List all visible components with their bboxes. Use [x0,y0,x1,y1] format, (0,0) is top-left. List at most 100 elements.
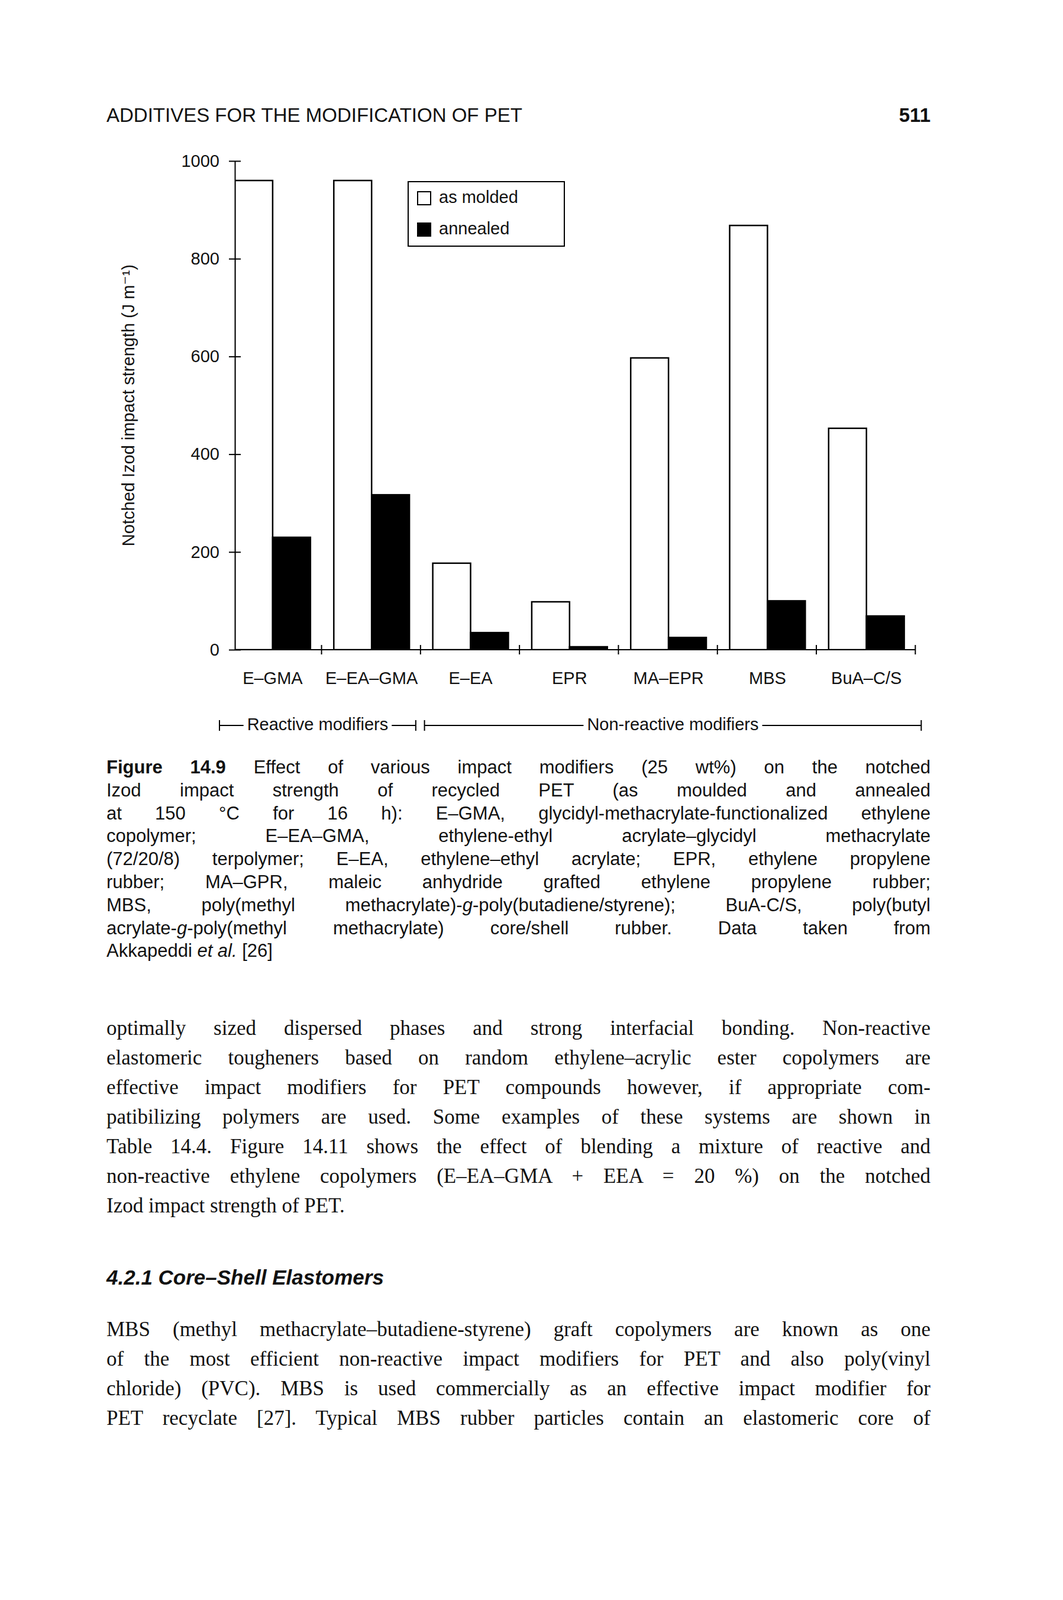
bar [630,357,669,650]
text-run: MBS, poly(methyl methacrylate)- [106,894,463,916]
text-line: Akkapeddi et al. [26] [106,939,931,963]
x-tick-label: MA–EPR [632,668,704,688]
text-line: non-reactive ethylene copolymers (E–EA–G… [106,1161,931,1191]
x-tick-label: MBS [748,668,787,688]
bracket-end [920,719,922,731]
y-tick-mark [228,453,241,455]
y-tick-mark [228,356,241,358]
text-line: Izod impact strength of PET. [106,1190,931,1221]
legend-label: as molded [438,187,519,207]
x-tick-label: E–EA [448,668,493,688]
page-number: 511 [899,104,931,127]
group-brackets: Reactive modifiers Non-reactive modifiers [219,714,922,735]
y-tick-label: 800 [191,249,220,268]
series-bars [272,494,905,650]
text-line: patibilizing polymers are used. Some exa… [106,1102,931,1132]
bar [272,537,311,650]
y-axis: 0 200 400 600 800 1000 [181,151,241,659]
y-axis-line [234,161,237,651]
text-line: chloride) (PVC). MBS is used commerciall… [106,1373,931,1404]
paragraph: MBS (methyl methacrylate–butadiene-styre… [106,1314,931,1433]
bracket-end [218,719,221,731]
x-tick-mark [518,644,520,655]
bracket-label: Non-reactive modifiers [586,714,759,734]
caption: Figure 14.9 Effect of various impact mod… [106,755,931,963]
x-tick-mark [914,644,916,655]
text-line: elastomeric tougheners based on random e… [106,1042,931,1073]
x-tick-mark [419,644,422,655]
x-tick-label: EPR [551,668,588,688]
legend-label: annealed [438,218,510,238]
paragraph: optimally sized dispersed phases and str… [106,1013,931,1221]
x-tick-label: E–EA–GMA [325,668,419,688]
y-tick-label: 0 [209,640,220,659]
text-line: effective impact modifiers for PET compo… [106,1072,931,1103]
text-run: -poly(butadiene/styrene); BuA-C/S, poly(… [472,894,931,916]
y-tick-label: 200 [191,542,220,562]
legend-box [408,181,565,247]
legend: as molded annealed [408,181,565,247]
running-header: ADDITIVES FOR THE MODIFICATION OF PET [106,104,523,127]
bars [234,180,905,650]
x-tick-mark [815,644,817,655]
y-tick-label: 1000 [181,151,220,171]
bracket: Reactive modifiers [219,714,416,735]
section-heading: 4.2.1 Core–Shell Elastomers [106,1265,384,1289]
bracket-label: Reactive modifiers [247,714,389,734]
bar [531,601,570,650]
text-line: Table 14.4. Figure 14.11 shows the effec… [106,1131,931,1162]
x-axis: E–GMA E–EA–GMA E–EA EPR MA–EPR MBS BuA–C/S [242,644,916,688]
text-run: Akkapeddi [106,939,197,961]
bar [333,180,372,650]
y-tick: 600 [191,346,241,366]
text-line: of the most efficient non-reactive impac… [106,1343,931,1374]
text-line: copolymer; E–EA–GMA, ethylene-ethyl acry… [106,824,931,848]
y-axis-title: Notched Izod impact strength (J m⁻¹) [118,264,138,546]
text-run: Figure 14.9 [106,756,226,778]
y-tick-mark [228,551,241,553]
x-tick-mark [617,644,619,655]
bar [371,494,410,650]
y-tick: 200 [191,542,241,562]
text-line: MBS, poly(methyl methacrylate)-g-poly(bu… [106,893,931,917]
bar [470,632,509,650]
text-line: acrylate-g-poly(methyl methacrylate) cor… [106,916,931,940]
bar [866,615,905,650]
text-line: optimally sized dispersed phases and str… [106,1013,931,1043]
x-tick-label: E–GMA [242,668,303,688]
bar [433,563,471,650]
text-line: Izod impact strength of recycled PET (as… [106,779,931,803]
bar [234,180,273,650]
text-run: g [462,894,473,916]
y-tick-mark [228,258,241,260]
y-tick: 400 [191,444,241,464]
text-run: -poly(methyl methacrylate) core/shell ru… [186,917,931,939]
text-run: [26] [237,939,273,961]
bracket: Non-reactive modifiers [424,714,922,735]
chart: 0 200 400 600 800 1000 Notched Izod impact str… [0,0,1063,746]
text-line: (72/20/8) terpolymer; E–EA, ethylene–eth… [106,847,931,871]
text-line: rubber; MA–GPR, maleic anhydride grafted… [106,870,931,894]
y-tick-mark [228,160,241,163]
text-run: Effect of various impact modifiers (25 w… [225,756,931,778]
text-line: MBS (methyl methacrylate–butadiene-styre… [106,1314,931,1344]
legend-swatch [417,191,431,205]
y-tick-label: 400 [191,444,220,464]
y-tick: 800 [191,249,241,268]
series-bars [234,180,867,650]
y-tick: 1000 [181,151,241,171]
text-run: g [176,917,187,939]
bracket-end [415,719,417,731]
bracket-end [424,719,426,731]
x-axis-line [234,648,916,651]
bar [828,428,867,650]
bar [668,637,707,650]
text-line: at 150 °C for 16 h): E–GMA, glycidyl-met… [106,802,931,826]
x-tick-label: BuA–C/S [831,668,902,688]
x-tick-mark [716,644,719,655]
x-tick-mark [321,644,323,655]
y-tick-label: 600 [191,346,220,366]
text-run: acrylate- [106,917,177,939]
bar [729,225,768,650]
text-run: et al. [196,939,237,961]
